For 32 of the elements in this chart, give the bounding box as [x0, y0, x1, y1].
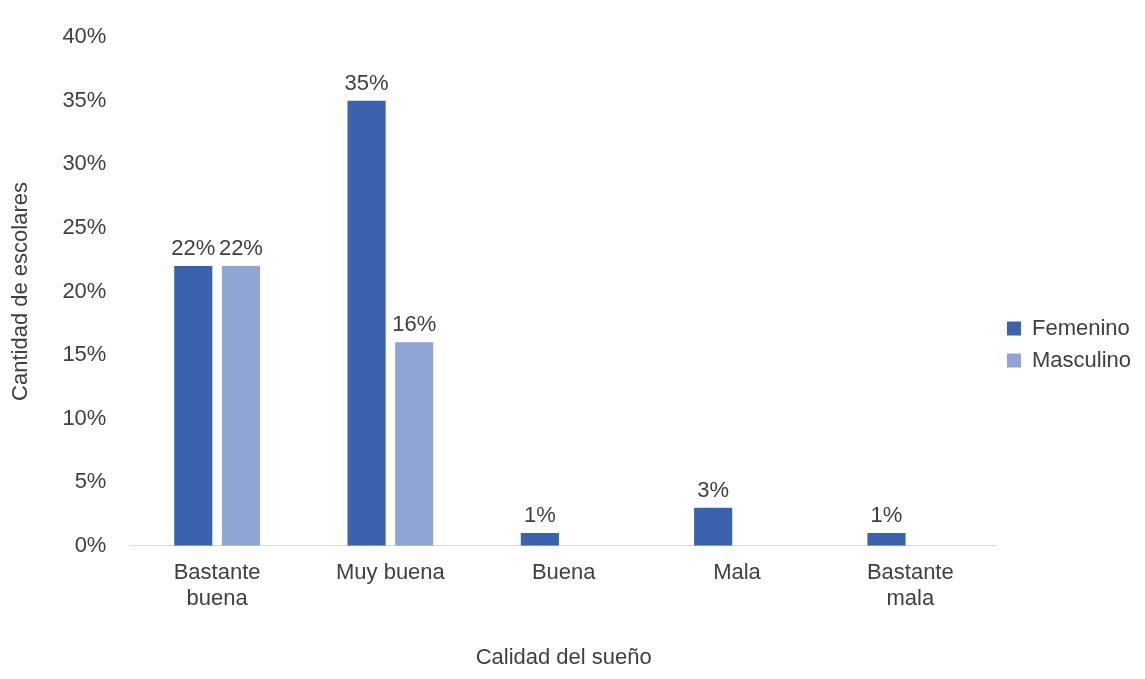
bar	[694, 507, 733, 546]
x-tick-label: Buena	[531, 559, 597, 585]
x-tick-label: Mala	[713, 559, 762, 585]
bar	[174, 266, 213, 546]
bar	[520, 533, 559, 546]
bar	[395, 342, 434, 546]
x-tick-label: Muy buena	[335, 559, 446, 585]
legend-label: Masculino	[1031, 346, 1131, 372]
data-label: 3%	[697, 476, 730, 502]
data-label: 1%	[870, 502, 903, 528]
y-tick-label: 10%	[62, 404, 107, 430]
y-tick-label: 5%	[74, 468, 107, 494]
data-label: 35%	[344, 69, 389, 95]
y-tick-label: 40%	[62, 23, 107, 49]
y-tick-label: 15%	[62, 341, 107, 367]
bar	[867, 533, 906, 546]
x-tick-label: Bastante buena	[173, 559, 261, 611]
data-label: 16%	[392, 311, 437, 337]
y-tick-label: 25%	[62, 213, 107, 239]
bar	[347, 100, 386, 546]
legend-label: Femenino	[1031, 314, 1130, 340]
y-tick-label: 0%	[74, 531, 107, 557]
y-tick-label: 35%	[62, 86, 107, 112]
y-tick-label: 20%	[62, 277, 107, 303]
data-label: 22%	[218, 235, 263, 261]
bar	[221, 266, 260, 546]
y-tick-label: 30%	[62, 150, 107, 176]
x-tick-label: Bastante mala	[866, 559, 954, 611]
x-axis-title: Calidad del sueño	[475, 643, 652, 669]
data-label: 22%	[171, 235, 216, 261]
data-label: 1%	[523, 502, 556, 528]
y-axis-title: Cantidad de escolares	[7, 182, 33, 401]
